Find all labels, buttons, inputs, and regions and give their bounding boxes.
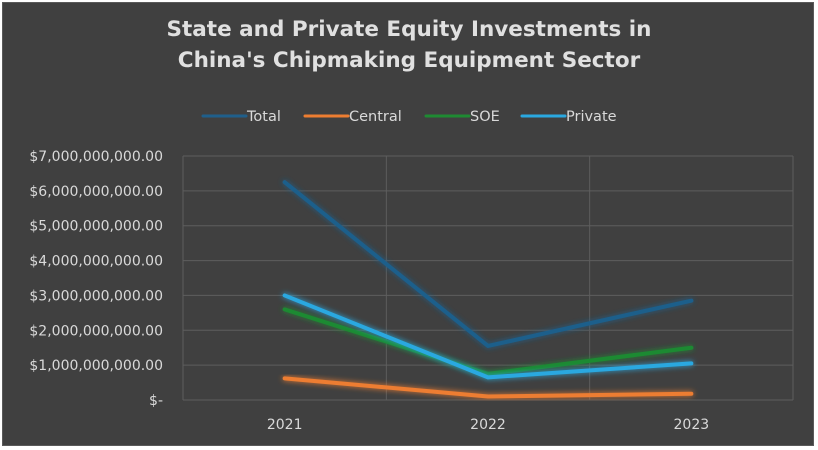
- series-line-private: [282, 293, 694, 380]
- y-tick-label: $-: [149, 393, 163, 409]
- y-tick-label: $2,000,000,000.00: [29, 323, 163, 339]
- series-line-total: [282, 180, 694, 348]
- legend-label-central: Central: [349, 109, 402, 125]
- legend-label-private: Private: [566, 109, 617, 125]
- y-tick-label: $1,000,000,000.00: [29, 358, 163, 374]
- series-line-soe: [282, 307, 694, 376]
- chart-frame: [2, 2, 814, 446]
- y-tick-label: $6,000,000,000.00: [29, 184, 163, 200]
- chart-title-line-1: State and Private Equity Investments in: [166, 17, 652, 42]
- y-tick-label: $7,000,000,000.00: [29, 149, 163, 165]
- chart-title: State and Private Equity Investments in …: [0, 14, 818, 76]
- legend-label-total: Total: [246, 109, 281, 125]
- y-tick-label: $5,000,000,000.00: [29, 219, 163, 235]
- x-tick-label: 2022: [470, 417, 506, 433]
- legend-label-soe: SOE: [470, 109, 500, 125]
- series-line-central: [282, 376, 694, 399]
- x-tick-label: 2023: [674, 417, 710, 433]
- chart-title-line-2: China's Chipmaking Equipment Sector: [177, 48, 641, 73]
- y-tick-label: $4,000,000,000.00: [29, 254, 163, 270]
- x-tick-label: 2021: [267, 417, 303, 433]
- y-tick-label: $3,000,000,000.00: [29, 288, 163, 304]
